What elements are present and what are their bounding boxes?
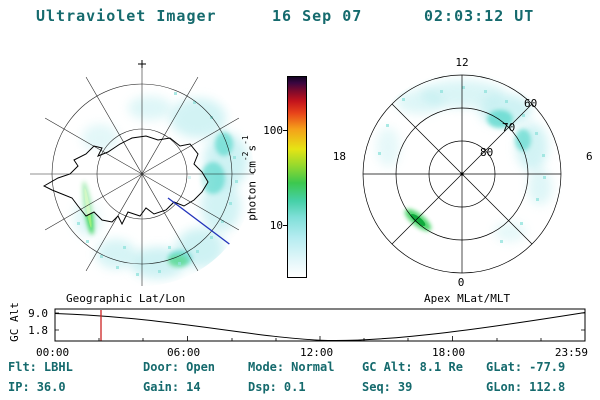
status-door: Door: Open — [143, 360, 215, 374]
status-flt: Flt: LBHL — [8, 360, 73, 374]
status-value: Open — [186, 360, 216, 374]
status-label: Door: — [143, 360, 180, 374]
speckle-dots — [378, 86, 546, 243]
mlt-label-0: 0 — [457, 276, 465, 289]
unit-exponent: -1 — [241, 135, 250, 145]
status-value: 0.1 — [283, 380, 306, 394]
status-value: 39 — [397, 380, 413, 394]
xtick-0600: 06:00 — [167, 346, 201, 359]
x-axis-ticks — [54, 336, 586, 341]
mlat-label-70: 70 — [502, 121, 516, 134]
status-gc-alt: GC Alt: 8.1 Re — [362, 360, 463, 374]
header-date: 16 Sep 07 — [272, 7, 363, 25]
mlt-label-18: 18 — [332, 150, 346, 163]
status-value: 14 — [186, 380, 201, 394]
status-label: Dsp: — [248, 380, 277, 394]
dial-center-dot — [460, 172, 464, 176]
mlat-label-60: 60 — [524, 97, 538, 110]
gc-alt-strip-chart — [54, 308, 586, 342]
status-label: Mode: — [248, 360, 285, 374]
status-label: GLat: — [486, 360, 523, 374]
colorbar-unit-label: photon cm-2s-1 — [241, 123, 259, 233]
top-cross-marker — [138, 60, 146, 68]
status-seq: Seq: 39 — [362, 380, 412, 394]
unit-text: s — [245, 144, 259, 152]
page-title: Ultraviolet Imager — [36, 7, 217, 25]
xtick-2359: 23:59 — [554, 346, 588, 359]
xtick-0000: 00:00 — [36, 346, 70, 359]
status-ip: IP: 36.0 — [8, 380, 66, 394]
status-glat: GLat: -77.9 — [486, 360, 565, 374]
geographic-map-panel — [30, 60, 254, 286]
left-panel-caption: Geographic Lat/Lon — [66, 292, 186, 305]
colorbar-tick-10 — [283, 225, 287, 226]
status-mode: Mode: Normal — [248, 360, 334, 374]
status-label: Seq: — [362, 380, 391, 394]
status-dsp: Dsp: 0.1 — [248, 380, 306, 394]
status-value: Normal — [291, 360, 335, 374]
unit-exponent: -2 — [241, 151, 250, 162]
status-value: 8.1 Re — [419, 360, 463, 374]
ytick-9: 9.0 — [28, 307, 48, 320]
status-value: LBHL — [43, 360, 73, 374]
colorbar-tick-100 — [283, 130, 287, 131]
aurora-emission-left — [74, 92, 248, 279]
status-gain: Gain: 14 — [143, 380, 201, 394]
status-value: 36.0 — [36, 380, 66, 394]
mlat-label-80: 80 — [480, 146, 494, 159]
antarctica-coastline — [42, 135, 209, 226]
status-label: IP: — [8, 380, 30, 394]
status-glon: GLon: 112.8 — [486, 380, 565, 394]
unit-text: photon cm — [245, 161, 259, 221]
colorbar-gradient — [287, 76, 307, 278]
status-value: 112.8 — [529, 380, 566, 394]
geographic-grid — [30, 62, 254, 286]
colorbar-tick-label-upper: 100 — [263, 124, 283, 137]
status-value: -77.9 — [529, 360, 566, 374]
status-label: GC Alt: — [362, 360, 413, 374]
xtick-1200: 12:00 — [300, 346, 334, 359]
status-label: GLon: — [486, 380, 523, 394]
apex-mlt-dial-panel — [362, 74, 562, 274]
status-label: Flt: — [8, 360, 37, 374]
status-label: Gain: — [143, 380, 180, 394]
ytick-1-8: 1.8 — [28, 324, 48, 337]
mlt-label-12: 12 — [455, 56, 469, 69]
mlt-label-6: 6 — [586, 150, 593, 163]
speckle-dots — [77, 92, 238, 276]
y-axis-ticks — [55, 312, 585, 331]
header-time: 02:03:12 UT — [424, 7, 535, 25]
bright-aurora-spot — [404, 209, 432, 231]
strip-chart-ylabel: GC Alt — [8, 302, 21, 342]
xtick-1800: 18:00 — [432, 346, 466, 359]
colorbar-tick-label-lower: 10 — [269, 219, 283, 232]
right-panel-caption: Apex MLat/MLT — [424, 292, 511, 305]
